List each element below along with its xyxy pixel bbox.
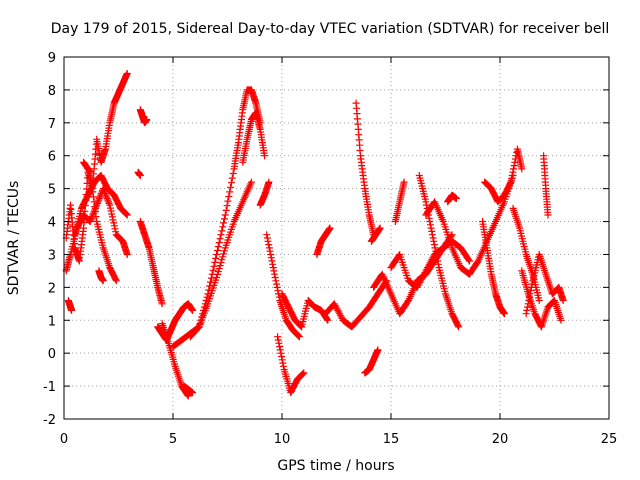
x-axis-label: GPS time / hours (277, 458, 394, 474)
y-tick-label: 1 (48, 314, 56, 329)
data-point-markers (95, 267, 106, 284)
y-tick-label: 4 (48, 216, 56, 231)
data-point-markers (322, 277, 390, 330)
data-point-markers (239, 109, 268, 165)
series-arc-6 (95, 267, 106, 284)
series-arc-21 (322, 277, 390, 330)
series-arc-32 (481, 146, 525, 206)
y-tick-label: 3 (48, 248, 56, 263)
series-arc-14 (187, 86, 264, 340)
data-point-markers (540, 152, 551, 218)
data-points (63, 70, 567, 400)
y-tick-label: 6 (48, 150, 56, 165)
x-tick-label: 10 (274, 432, 291, 447)
y-tick-label: -2 (43, 413, 56, 428)
y-tick-label: -1 (43, 380, 56, 395)
data-point-markers (370, 231, 455, 317)
y-tick-label: 5 (48, 183, 56, 198)
data-point-markers (274, 333, 307, 396)
data-point-markers (518, 267, 564, 330)
series-arc-18 (274, 333, 307, 396)
y-tick-label: 7 (48, 117, 56, 132)
data-point-markers (137, 218, 166, 307)
data-point-markers (187, 86, 264, 340)
series-arc-3 (65, 297, 75, 314)
chart-title: Day 179 of 2015, Sidereal Day-to-day VTE… (51, 21, 610, 37)
y-tick-label: 8 (48, 84, 56, 99)
data-point-markers (65, 297, 75, 314)
series-arc-25 (370, 231, 455, 317)
series-arc-8 (135, 169, 144, 179)
x-tick-label: 25 (601, 432, 618, 447)
series-arc-15 (239, 109, 268, 165)
series-arc-34 (518, 267, 564, 330)
data-point-markers (361, 346, 381, 376)
series-arc-20 (313, 225, 333, 258)
data-point-markers (170, 179, 256, 351)
data-point-markers (257, 179, 273, 209)
data-point-markers (481, 146, 525, 206)
axis-ticks: -2 -1 0 1 2 3 4 5 6 7 8 9 0 5 10 15 20 25 (43, 51, 617, 447)
series-arc-16 (257, 179, 273, 209)
series-arc-9 (137, 218, 166, 307)
x-tick-label: 0 (60, 432, 68, 447)
data-point-markers (392, 179, 408, 225)
data-point-markers (313, 225, 333, 258)
x-tick-label: 15 (383, 432, 400, 447)
series-arc-27 (392, 179, 408, 225)
series-arc-22 (353, 100, 378, 239)
series-arc-24 (361, 346, 381, 376)
y-axis-label: SDTVAR / TECUs (6, 181, 22, 296)
data-point-markers (444, 192, 460, 206)
y-tick-label: 0 (48, 347, 56, 362)
series-arc-30 (444, 192, 460, 206)
y-tick-label: 9 (48, 51, 56, 66)
x-tick-label: 20 (492, 432, 509, 447)
series-arc-13 (170, 179, 256, 351)
data-point-markers (353, 100, 378, 239)
series-arc-36 (540, 152, 551, 218)
data-point-markers (135, 169, 144, 179)
y-tick-label: 2 (48, 281, 56, 296)
sdtvar-chart: Day 179 of 2015, Sidereal Day-to-day VTE… (0, 0, 640, 480)
x-tick-label: 5 (169, 432, 177, 447)
